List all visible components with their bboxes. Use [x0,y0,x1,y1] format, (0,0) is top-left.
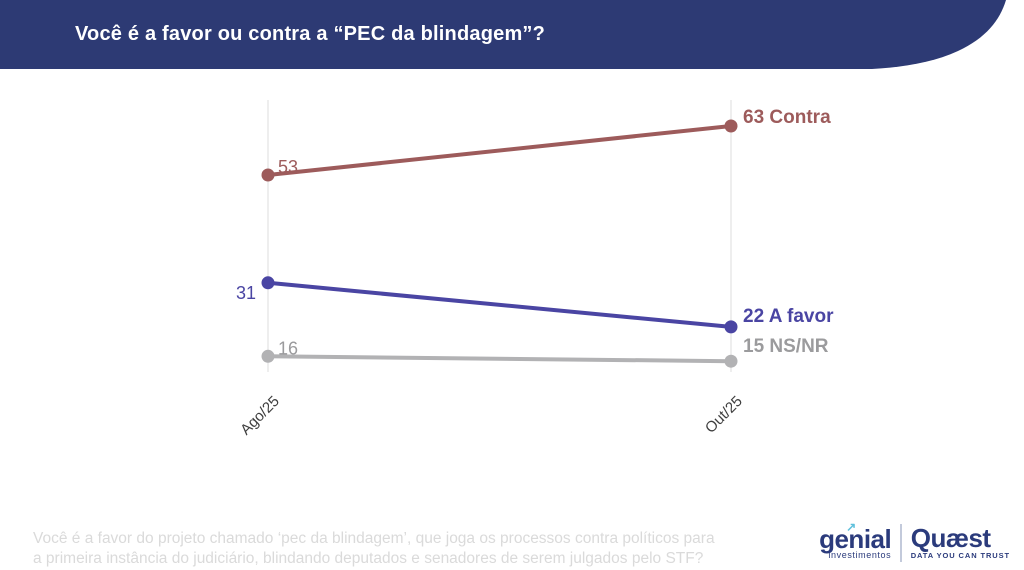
quaest-logo: Quæst DATA YOU CAN TRUST [910,523,1010,560]
series-line-contra [267,124,732,177]
survey-question-text: Você é a favor do projeto chamado ‘pec d… [33,529,715,568]
end-series-label: 22 A favor [743,306,834,327]
header-banner: Você é a favor ou contra a “PEC da blind… [0,0,1024,80]
start-value-label: 16 [278,338,298,358]
end-series-label: 15 NS/NR [743,336,829,357]
quaest-logo-tagline: DATA YOU CAN TRUST [910,551,1010,560]
series-line-a-favor [267,280,732,329]
data-point-ns-nr-ago-25 [261,349,275,363]
data-point-a-favor-ago-25 [261,276,275,290]
start-value-label: 31 [236,283,256,303]
series-line-ns-nr [267,354,732,364]
x-axis-label-out-25: Out/25 [702,393,746,437]
line-chart: 53 63 Contra 31 22 A favor 16 15 NS/NR Ago/25 O… [236,100,834,439]
question-line-2: a primeira instância do judiciário, blin… [33,549,704,567]
logo-divider [900,524,902,562]
genial-logo-subtext: investimentos [828,549,892,560]
header-shape [0,0,1006,69]
quaest-logo-text: Quæst [910,523,991,553]
question-line-1: Você é a favor do projeto chamado ‘pec d… [33,530,715,547]
data-point-a-favor-out-25 [724,320,738,334]
genial-logo: ↗ genial investimentos [819,520,892,560]
x-axis-label-ago-25: Ago/25 [237,393,283,439]
data-point-contra-ago-25 [261,168,275,182]
genial-arrow-icon: ↗ [846,519,857,534]
page-title: Você é a favor ou contra a “PEC da blind… [75,23,546,45]
start-value-label: 53 [278,157,298,177]
data-point-contra-out-25 [724,119,738,133]
data-point-ns-nr-out-25 [724,354,738,368]
header-shape-svg [0,0,1006,69]
footer-logos: ↗ genial investimentos Quæst DATA YOU CA… [819,520,1010,565]
end-series-label: 63 Contra [743,107,831,128]
genial-logo-text: genial [819,523,892,554]
